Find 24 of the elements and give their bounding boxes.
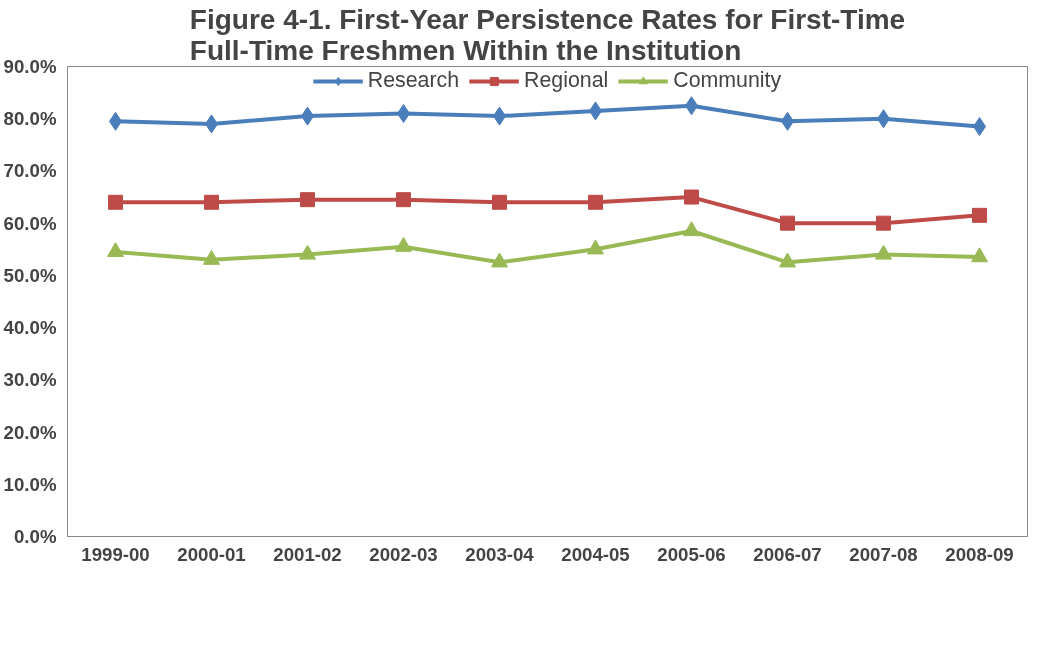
y-tick-label: 90.0% [3,56,57,77]
y-tick-label: 80.0% [3,108,57,130]
x-tick-label: 2000-01 [177,543,246,565]
chart-title: Figure 4-1. First-Year Persistence Rates for First-Time Full-Time Freshmen Within the Institution [189,3,906,66]
legend-label: Regional [524,68,609,93]
legend-label: Community [673,68,782,93]
y-tick-label: 0.0% [13,526,57,547]
x-tick-label: 2002-03 [369,543,438,565]
legend-label: Research [367,68,460,93]
x-tick-label: 1999-00 [81,543,150,565]
x-tick-label: 2007-08 [849,543,918,565]
y-tick-label: 50.0% [3,264,57,286]
x-tick-label: 2005-06 [657,543,726,565]
y-tick-label: 10.0% [3,473,57,495]
y-tick-label: 20.0% [3,421,57,443]
y-tick-label: 40.0% [3,317,57,339]
y-tick-label: 70.0% [3,160,57,182]
x-tick-label: 2003-04 [465,543,535,565]
x-tick-label: 2008-09 [945,543,1014,565]
x-tick-label: 2006-07 [753,543,822,565]
y-tick-label: 60.0% [3,212,57,234]
x-tick-label: 2001-02 [273,543,342,565]
y-tick-label: 30.0% [3,369,57,391]
x-tick-label: 2004-05 [561,543,630,565]
